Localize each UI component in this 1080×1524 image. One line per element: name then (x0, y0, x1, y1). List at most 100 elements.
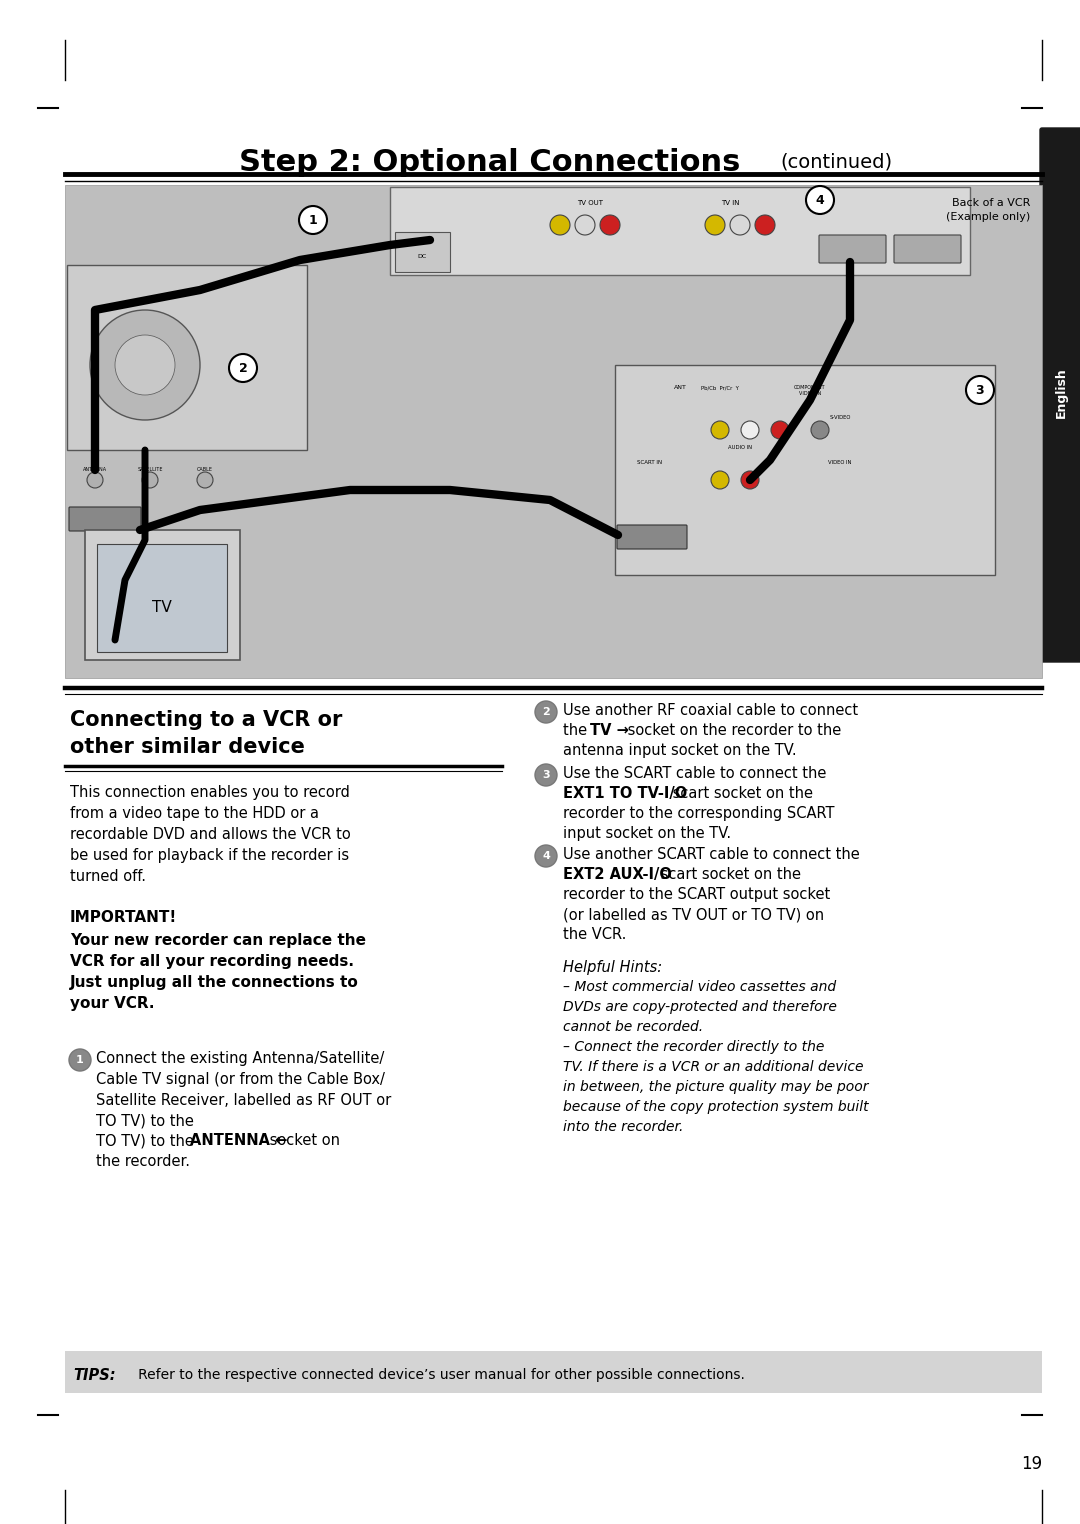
Text: EXT1 TO TV-I/O: EXT1 TO TV-I/O (563, 786, 687, 802)
Circle shape (755, 215, 775, 235)
Circle shape (966, 376, 994, 404)
Text: be used for playback if the recorder is: be used for playback if the recorder is (70, 847, 349, 863)
Text: recordable DVD and allows the VCR to: recordable DVD and allows the VCR to (70, 828, 351, 841)
Text: scart socket on the: scart socket on the (669, 786, 813, 802)
Text: DC: DC (417, 255, 427, 259)
Text: SATELLITE: SATELLITE (137, 466, 163, 472)
Circle shape (535, 844, 557, 867)
Text: CABLE: CABLE (197, 466, 213, 472)
Circle shape (229, 354, 257, 383)
Text: This connection enables you to record: This connection enables you to record (70, 785, 350, 800)
Circle shape (87, 472, 103, 488)
Text: turned off.: turned off. (70, 869, 146, 884)
Text: because of the copy protection system built: because of the copy protection system bu… (563, 1100, 868, 1114)
Text: TO TV) to the: TO TV) to the (96, 1114, 199, 1129)
Text: TV →: TV → (590, 722, 629, 738)
Text: ANT: ANT (674, 386, 687, 390)
Text: Use another RF coaxial cable to connect: Use another RF coaxial cable to connect (563, 703, 859, 718)
Text: TV: TV (152, 600, 172, 616)
Text: the recorder.: the recorder. (96, 1154, 190, 1169)
Circle shape (114, 335, 175, 395)
Circle shape (575, 215, 595, 235)
Text: antenna input socket on the TV.: antenna input socket on the TV. (563, 744, 797, 757)
Text: 1: 1 (309, 213, 318, 227)
Bar (97, 544, 227, 652)
Circle shape (299, 206, 327, 235)
Circle shape (711, 471, 729, 489)
Circle shape (535, 764, 557, 786)
Text: input socket on the TV.: input socket on the TV. (563, 826, 731, 841)
Text: from a video tape to the HDD or a: from a video tape to the HDD or a (70, 806, 319, 821)
Text: 4: 4 (815, 194, 824, 206)
Text: ANTENNA ←: ANTENNA ← (190, 1132, 287, 1148)
Text: 2: 2 (239, 361, 247, 375)
Circle shape (197, 472, 213, 488)
FancyBboxPatch shape (69, 507, 141, 530)
Circle shape (730, 215, 750, 235)
Text: your VCR.: your VCR. (70, 997, 154, 1010)
Text: Refer to the respective connected device’s user manual for other possible connec: Refer to the respective connected device… (125, 1369, 745, 1382)
Text: TO TV) to the: TO TV) to the (96, 1132, 199, 1148)
Text: 3: 3 (975, 384, 984, 396)
Text: DVDs are copy-protected and therefore: DVDs are copy-protected and therefore (563, 1000, 837, 1013)
Text: other similar device: other similar device (70, 738, 305, 757)
Text: the VCR.: the VCR. (563, 927, 626, 942)
Text: Use another SCART cable to connect the: Use another SCART cable to connect the (563, 847, 860, 863)
Text: scart socket on the: scart socket on the (656, 867, 801, 882)
Circle shape (90, 309, 200, 421)
Text: Cable TV signal (or from the Cable Box/: Cable TV signal (or from the Cable Box/ (96, 1071, 384, 1087)
Circle shape (550, 215, 570, 235)
Text: Helpful Hints:: Helpful Hints: (563, 960, 662, 975)
Circle shape (141, 472, 158, 488)
Circle shape (69, 1049, 91, 1071)
Circle shape (741, 471, 759, 489)
Text: VIDEO IN: VIDEO IN (828, 460, 852, 465)
Text: IMPORTANT!: IMPORTANT! (70, 910, 177, 925)
Text: (or labelled as TV OUT or TO TV) on: (or labelled as TV OUT or TO TV) on (563, 907, 824, 922)
Text: Just unplug all the connections to: Just unplug all the connections to (70, 975, 359, 991)
Circle shape (711, 421, 729, 439)
Circle shape (806, 186, 834, 213)
Text: Back of a VCR
(Example only): Back of a VCR (Example only) (946, 198, 1030, 223)
Text: socket on: socket on (265, 1132, 340, 1148)
Text: recorder to the corresponding SCART: recorder to the corresponding SCART (563, 806, 835, 821)
Text: the: the (563, 722, 592, 738)
FancyBboxPatch shape (1040, 128, 1080, 661)
Bar (65, 184, 1042, 678)
Text: TIPS:: TIPS: (73, 1369, 116, 1382)
Text: Your new recorder can replace the: Your new recorder can replace the (70, 933, 366, 948)
Text: – Most commercial video cassettes and: – Most commercial video cassettes and (563, 980, 836, 994)
Text: COMPONENT
VIDEO IN: COMPONENT VIDEO IN (794, 386, 826, 396)
Text: 19: 19 (1021, 1455, 1042, 1474)
Text: TV OUT: TV OUT (577, 200, 603, 206)
Bar (65, 1350, 1042, 1393)
Circle shape (741, 421, 759, 439)
Bar (395, 232, 450, 271)
Text: 2: 2 (542, 707, 550, 716)
Text: cannot be recorded.: cannot be recorded. (563, 1020, 703, 1033)
Text: VCR for all your recording needs.: VCR for all your recording needs. (70, 954, 354, 969)
Text: Connecting to a VCR or: Connecting to a VCR or (70, 710, 342, 730)
Text: EXT2 AUX-I/O: EXT2 AUX-I/O (563, 867, 672, 882)
Bar (390, 187, 970, 274)
Text: Use the SCART cable to connect the: Use the SCART cable to connect the (563, 767, 826, 780)
Text: into the recorder.: into the recorder. (563, 1120, 684, 1134)
Text: Connect the existing Antenna/Satellite/: Connect the existing Antenna/Satellite/ (96, 1052, 384, 1065)
Text: English: English (1054, 367, 1067, 419)
Text: SCART IN: SCART IN (637, 460, 662, 465)
Text: TV IN: TV IN (720, 200, 739, 206)
Text: 3: 3 (542, 770, 550, 780)
Text: 4: 4 (542, 850, 550, 861)
Text: – Connect the recorder directly to the: – Connect the recorder directly to the (563, 1039, 824, 1055)
Circle shape (705, 215, 725, 235)
Bar (85, 530, 240, 660)
Text: ANTENNA: ANTENNA (83, 466, 107, 472)
Text: S-VIDEO: S-VIDEO (829, 415, 851, 421)
Circle shape (811, 421, 829, 439)
Text: in between, the picture quality may be poor: in between, the picture quality may be p… (563, 1081, 868, 1094)
Text: AUDIO IN: AUDIO IN (728, 445, 752, 450)
Text: Satellite Receiver, labelled as RF OUT or: Satellite Receiver, labelled as RF OUT o… (96, 1093, 391, 1108)
Text: recorder to the SCART output socket: recorder to the SCART output socket (563, 887, 831, 902)
Text: socket on the recorder to the: socket on the recorder to the (623, 722, 841, 738)
Circle shape (535, 701, 557, 722)
